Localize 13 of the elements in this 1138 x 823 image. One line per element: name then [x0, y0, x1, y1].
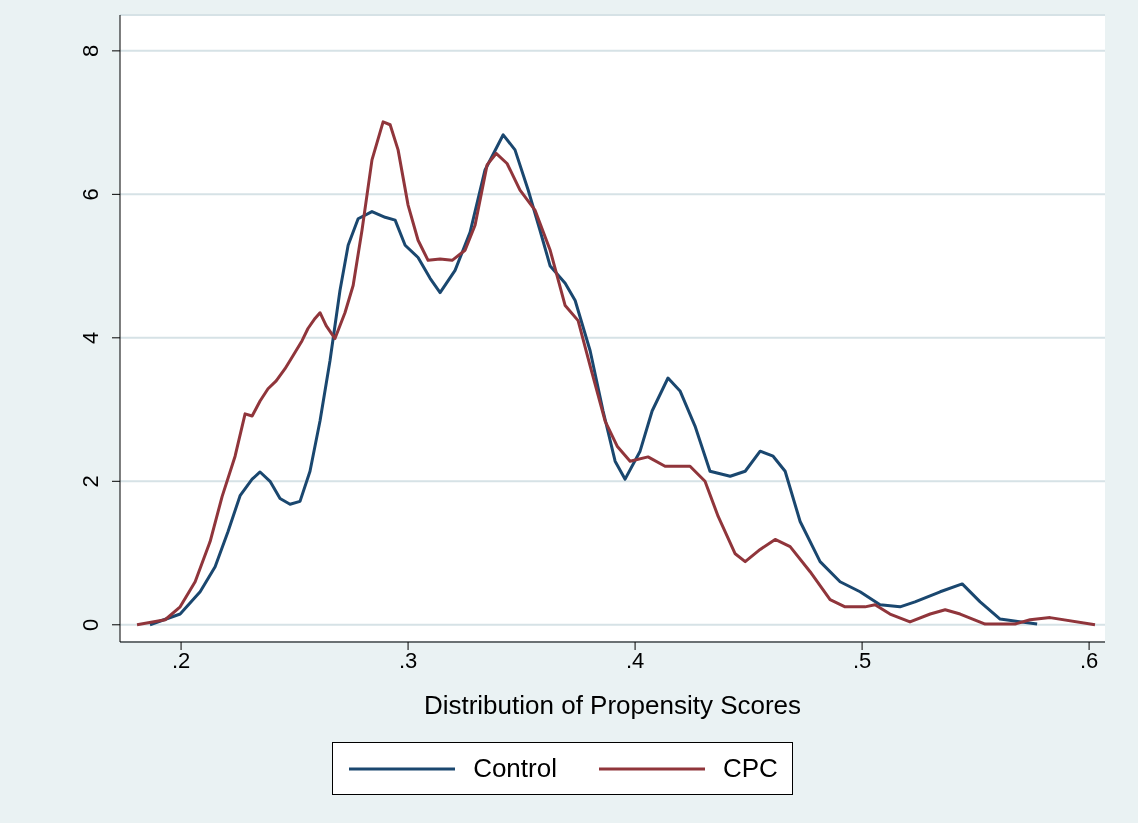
- y-tick-label: 2: [78, 475, 103, 488]
- x-tick-label: .4: [625, 647, 645, 673]
- y-tick-label: 6: [78, 188, 103, 201]
- x-axis-title: Distribution of Propensity Scores: [423, 690, 802, 720]
- x-tick-label: .6: [1079, 647, 1099, 673]
- x-tick-label: .5: [852, 647, 872, 673]
- legend-label: Control: [473, 753, 557, 784]
- x-tick-label: .2: [171, 647, 191, 673]
- y-tick-label: 8: [78, 44, 103, 57]
- x-tick-label: .3: [398, 647, 418, 673]
- y-tick-label: 0: [78, 618, 103, 631]
- legend-label: CPC: [722, 753, 778, 784]
- y-tick-label: 4: [78, 331, 103, 344]
